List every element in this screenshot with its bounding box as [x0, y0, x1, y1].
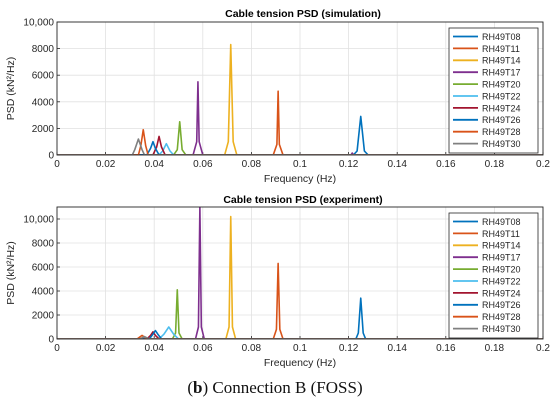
legend-label: RH49T08: [482, 217, 521, 227]
y-tick-label: 4000: [32, 287, 55, 298]
x-tick-label: 0.04: [144, 159, 164, 170]
x-tick-label: 0.12: [339, 343, 359, 354]
x-tick-label: 0.02: [96, 159, 116, 170]
legend-label: RH49T11: [482, 229, 520, 239]
x-tick-label: 0.06: [193, 343, 213, 354]
legend-label: RH49T08: [482, 32, 521, 42]
legend-label: RH49T20: [482, 80, 521, 90]
x-tick-label: 0.14: [387, 159, 407, 170]
x-tick-label: 0.2: [536, 343, 550, 354]
legend-label: RH49T22: [482, 276, 521, 286]
x-tick-label: 0: [54, 343, 60, 354]
legend-label: RH49T26: [482, 300, 521, 310]
figure-caption: (b) Connection B (FOSS): [0, 378, 550, 398]
legend-label: RH49T17: [482, 68, 521, 78]
x-tick-label: 0: [54, 159, 60, 170]
legend-label: RH49T24: [482, 103, 521, 113]
y-tick-label: 4000: [32, 97, 55, 108]
x-tick-label: 0.16: [436, 159, 456, 170]
y-axis-label: PSD (kN²/Hz): [5, 241, 17, 305]
x-axis-label: Frequency (Hz): [264, 173, 336, 185]
caption-open-paren: (: [187, 378, 194, 397]
x-tick-label: 0.12: [339, 159, 359, 170]
y-tick-label: 0: [48, 335, 54, 346]
x-tick-label: 0.2: [536, 159, 550, 170]
legend-label: RH49T30: [482, 324, 521, 334]
chart-title: Cable tension PSD (experiment): [223, 194, 382, 206]
legend-label: RH49T28: [482, 312, 521, 322]
x-tick-label: 0.18: [485, 159, 505, 170]
axes-box: [56, 21, 544, 156]
y-tick-label: 8000: [32, 239, 55, 250]
caption-text: ) Connection B (FOSS): [202, 378, 363, 397]
legend-label: RH49T24: [482, 288, 521, 298]
y-tick-label: 2000: [32, 311, 55, 322]
y-tick-label: 8000: [32, 44, 55, 55]
legend-label: RH49T22: [482, 91, 521, 101]
x-tick-label: 0.14: [387, 343, 407, 354]
x-tick-label: 0.1: [293, 159, 307, 170]
x-tick-label: 0.1: [293, 343, 307, 354]
chart-title: Cable tension PSD (simulation): [225, 8, 381, 20]
legend-label: RH49T11: [482, 44, 520, 54]
legend-label: RH49T28: [482, 127, 521, 137]
y-tick-label: 6000: [32, 71, 55, 82]
chart-panel-1: 0 0.02 0.04 0.06 0.08 0.1 0.12 0.14 0.16 0.18 0.2 0…: [5, 8, 550, 185]
y-axis-label: PSD (kN²/Hz): [5, 57, 17, 121]
x-tick-label: 0.02: [96, 343, 116, 354]
x-tick-label: 0.06: [193, 159, 213, 170]
x-axis-label: Frequency (Hz): [264, 357, 336, 369]
y-tick-label: 10,000: [23, 18, 54, 29]
legend-label: RH49T20: [482, 265, 521, 275]
chart-panel-2: 0 0.02 0.04 0.06 0.08 0.1 0.12 0.14 0.16 0.18 0.2 0…: [5, 194, 550, 369]
y-tick-label: 6000: [32, 263, 55, 274]
caption-label: b: [193, 378, 203, 397]
x-tick-label: 0.04: [144, 343, 164, 354]
y-tick-label: 0: [48, 151, 54, 162]
x-tick-label: 0.16: [436, 343, 456, 354]
legend-label: RH49T14: [482, 56, 521, 66]
x-tick-label: 0.08: [242, 159, 262, 170]
legend-label: RH49T14: [482, 241, 521, 251]
axes-box: [56, 206, 544, 340]
legend-label: RH49T17: [482, 253, 521, 263]
series-line-rh49t17: [57, 81, 543, 155]
y-tick-label: 2000: [32, 124, 55, 135]
y-tick-label: 10,000: [23, 215, 54, 226]
legend-label: RH49T26: [482, 115, 521, 125]
legend-label: RH49T30: [482, 139, 521, 149]
x-tick-label: 0.08: [242, 343, 262, 354]
x-tick-label: 0.18: [485, 343, 505, 354]
